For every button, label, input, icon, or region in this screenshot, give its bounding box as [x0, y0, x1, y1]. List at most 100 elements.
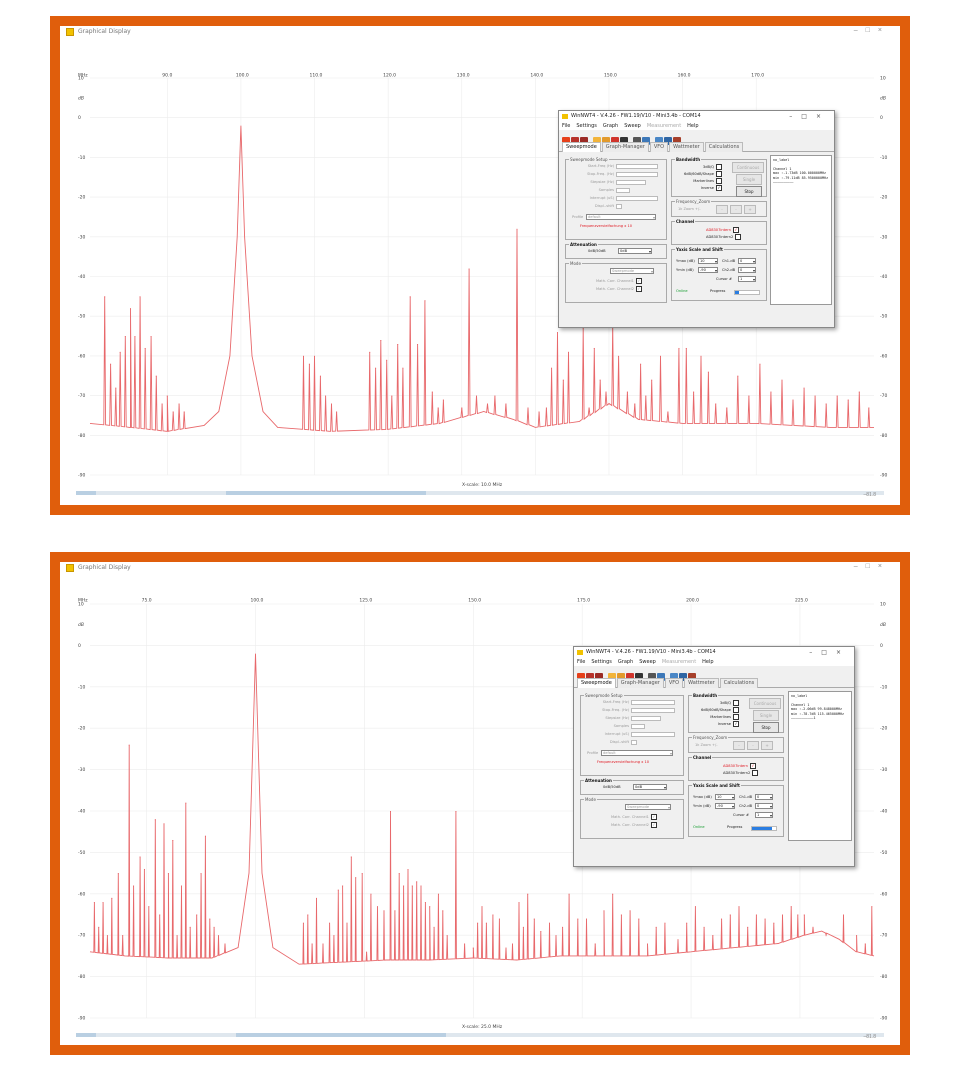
zoom-mid-button[interactable]: -: [730, 205, 742, 214]
channel1-checkbox[interactable]: ✓: [749, 763, 756, 769]
math-corr-ch2-checkbox[interactable]: ✓: [650, 822, 657, 828]
math-corr-ch2[interactable]: Math. Corr. Channel2 ✓: [611, 822, 657, 828]
horizontal-scrollbar[interactable]: [76, 491, 884, 495]
folder-icon[interactable]: [593, 137, 601, 145]
math-corr-ch1-checkbox[interactable]: ✓: [635, 278, 642, 284]
tab-wattmeter[interactable]: Wattmeter: [669, 142, 704, 152]
samples-field[interactable]: [616, 188, 630, 193]
menu-file[interactable]: File: [562, 123, 571, 129]
menu-settings[interactable]: Settings: [591, 659, 612, 665]
menu-sweep[interactable]: Sweep: [639, 659, 656, 665]
channel2-checkbox[interactable]: [752, 770, 759, 776]
menu-help[interactable]: Help: [702, 659, 714, 665]
continuous-button[interactable]: Continuous: [749, 698, 781, 709]
bw-markerlines-checkbox[interactable]: [716, 178, 722, 184]
stop-button[interactable]: Stop: [736, 186, 762, 197]
ch1db-select[interactable]: 0: [738, 258, 756, 264]
interrupt-field[interactable]: [631, 732, 675, 737]
maximize-button[interactable]: □: [865, 27, 878, 34]
close-button[interactable]: ×: [877, 563, 890, 570]
mode-select[interactable]: Sweepmode: [610, 268, 654, 274]
close-button[interactable]: ×: [877, 27, 890, 34]
ymax-select[interactable]: 10: [698, 258, 718, 264]
profile-select[interactable]: default: [586, 214, 656, 220]
print-icon[interactable]: [633, 137, 641, 145]
truck-icon[interactable]: [571, 137, 579, 145]
bw-inverse-checkbox[interactable]: ✓: [716, 185, 722, 191]
bw-shape-checkbox[interactable]: [716, 171, 722, 177]
math-corr-ch2[interactable]: Math. Corr. Channel2 ✓: [596, 286, 642, 292]
maximize-button[interactable]: □: [865, 563, 878, 570]
window-icon[interactable]: [664, 137, 672, 145]
channel1-checkbox[interactable]: ✓: [732, 227, 739, 233]
penguin-icon[interactable]: [620, 137, 628, 145]
scrollbar-thumb-2[interactable]: [76, 1033, 96, 1037]
tab-sweepmode[interactable]: Sweepmode: [562, 142, 601, 152]
grid-icon[interactable]: [688, 673, 696, 681]
single-button[interactable]: Single: [753, 710, 779, 721]
sweep-icon[interactable]: [577, 673, 585, 681]
math-corr-ch1-checkbox[interactable]: ✓: [650, 814, 657, 820]
mode-select[interactable]: Sweepmode: [625, 804, 671, 810]
bw-markerlines[interactable]: Markerlines: [710, 714, 739, 720]
bw-inverse-checkbox[interactable]: ✓: [733, 721, 739, 727]
scrollbar-thumb-2[interactable]: [76, 491, 96, 495]
tab-calculations[interactable]: Calculations: [719, 678, 759, 688]
truck-2-icon[interactable]: [595, 673, 603, 681]
window-controls[interactable]: –□×: [854, 27, 890, 34]
window-controls[interactable]: –□×: [854, 563, 890, 570]
ymin-select[interactable]: -90: [698, 267, 718, 273]
dialog-window-controls[interactable]: –□×: [789, 113, 830, 120]
truck-icon[interactable]: [586, 673, 594, 681]
menu-measurement[interactable]: Measurement: [661, 659, 697, 665]
channel1[interactable]: AD8307intern ✓: [723, 763, 756, 769]
save-icon[interactable]: [617, 673, 625, 681]
channel2[interactable]: AD8307intern2: [723, 770, 759, 776]
dialog-window-controls[interactable]: –□×: [809, 649, 850, 656]
menu-measurement[interactable]: Measurement: [646, 123, 682, 129]
tab-sweepmode[interactable]: Sweepmode: [577, 678, 616, 688]
zoom-up-button[interactable]: +: [744, 205, 756, 214]
dialog-titlebar[interactable]: WinNWT4 - V.4.26 - FW1.19/V10 - Mini3.4b…: [559, 111, 834, 122]
menu-settings[interactable]: Settings: [576, 123, 597, 129]
interrupt-field[interactable]: [616, 196, 658, 201]
bw-inverse[interactable]: Inverse ✓: [701, 185, 722, 191]
pencil-icon[interactable]: [626, 673, 634, 681]
scrollbar-thumb[interactable]: [236, 1033, 446, 1037]
dialog-titlebar[interactable]: WinNWT4 - V.4.26 - FW1.19/V10 - Mini3.4b…: [574, 647, 854, 658]
menu-graph[interactable]: Graph: [617, 659, 634, 665]
math-corr-ch1[interactable]: Math. Corr. Channel1 ✓: [596, 278, 642, 284]
print-icon[interactable]: [648, 673, 656, 681]
math-corr-ch2-checkbox[interactable]: ✓: [635, 286, 642, 292]
stop-button[interactable]: Stop: [753, 722, 779, 733]
horizontal-scrollbar[interactable]: [76, 1033, 884, 1037]
penguin-icon[interactable]: [635, 673, 643, 681]
channel2-checkbox[interactable]: [735, 234, 742, 240]
stepsize-field[interactable]: [616, 180, 646, 185]
grid-icon[interactable]: [673, 137, 681, 145]
scrollbar-thumb[interactable]: [226, 491, 426, 495]
measurement-notes[interactable]: no_label Channel 1 max :-1.73dB 100.0000…: [770, 155, 832, 305]
copy-icon[interactable]: [642, 137, 650, 145]
zoom-up-button[interactable]: +: [761, 741, 773, 750]
bw-3db-checkbox[interactable]: [716, 164, 722, 170]
tab-graph-manager[interactable]: Graph-Manager: [616, 678, 664, 688]
minimize-button[interactable]: –: [853, 563, 866, 570]
tool-icon[interactable]: [655, 137, 663, 145]
profile-select[interactable]: default: [601, 750, 673, 756]
single-button[interactable]: Single: [736, 174, 762, 185]
zoom-mid-button[interactable]: -: [747, 741, 759, 750]
tool-icon[interactable]: [670, 673, 678, 681]
bw-markerlines-checkbox[interactable]: [733, 714, 739, 720]
zoom-down-button[interactable]: -: [733, 741, 745, 750]
bw-inverse[interactable]: Inverse ✓: [718, 721, 739, 727]
tab-wattmeter[interactable]: Wattmeter: [684, 678, 719, 688]
start-freq-field[interactable]: [616, 164, 658, 169]
tab-vfo[interactable]: VFO: [664, 678, 684, 688]
folder-icon[interactable]: [608, 673, 616, 681]
displ-shift-field[interactable]: [631, 740, 637, 745]
attenuation-select[interactable]: 0dB: [618, 248, 652, 254]
truck-2-icon[interactable]: [580, 137, 588, 145]
bw-shape-checkbox[interactable]: [733, 707, 739, 713]
ch2db-select[interactable]: 0: [738, 267, 756, 273]
